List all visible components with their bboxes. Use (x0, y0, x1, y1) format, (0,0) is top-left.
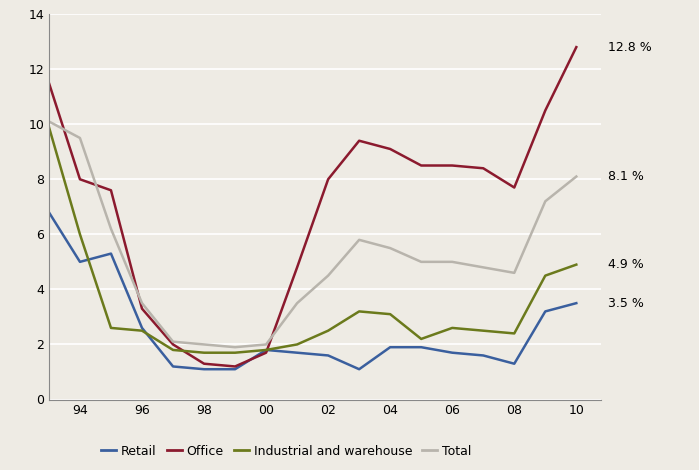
Legend: Retail, Office, Industrial and warehouse, Total: Retail, Office, Industrial and warehouse… (96, 439, 477, 462)
Text: 12.8 %: 12.8 % (608, 40, 652, 54)
Text: 3.5 %: 3.5 % (608, 297, 644, 310)
Text: 4.9 %: 4.9 % (608, 258, 644, 271)
Text: 8.1 %: 8.1 % (608, 170, 644, 183)
